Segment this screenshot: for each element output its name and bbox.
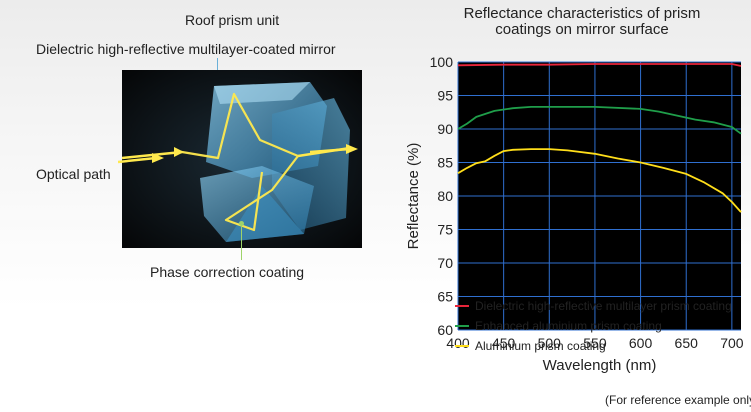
y-tick-label: 90 [437,121,453,137]
x-tick-label: 600 [629,335,653,351]
y-tick-label: 80 [437,188,453,204]
chart-title-line: Reflectance characteristics of prism [464,5,701,22]
x-tick-label: 400 [446,335,470,351]
chart-title-line: coatings on mirror surface [495,21,668,38]
phase-callout-line [241,224,242,260]
optical-path-label: Optical path [36,166,111,182]
y-tick-label: 65 [437,289,453,305]
prism-title: Roof prism unit [185,12,280,28]
series-line-2 [457,148,742,213]
chart-footnote: (For reference example only) [605,393,751,407]
prism-illustration [122,70,362,248]
y-tick-label: 95 [437,88,453,104]
y-axis-label: Reflectance (%) [405,143,422,250]
x-tick-label: 550 [583,335,607,351]
x-tick-label: 700 [720,335,744,351]
x-tick-label: 450 [492,335,516,351]
phase-label: Phase correction coating [150,264,305,280]
prism-panel: Roof prism unit Dielectric high-reflecti… [36,12,362,280]
series-line-0 [457,63,742,67]
y-tick-label: 100 [430,54,454,70]
y-tick-label: 70 [437,255,453,271]
x-tick-label: 650 [675,335,699,351]
series-line-1 [457,106,742,135]
y-tick-label: 85 [437,155,453,171]
legend-swatch-enhanced-aluminium [455,325,469,327]
legend-swatch-aluminium [455,345,469,347]
light-arrow-in [174,147,184,157]
y-tick-label: 75 [437,222,453,238]
phase-callout-dot [239,221,244,226]
legend-label-dielectric: Dielectric high-reflective multilayer pr… [475,299,732,313]
y-tick-label: 60 [437,322,453,338]
legend-swatch-dielectric [455,305,469,307]
arrow-out [310,144,358,154]
prism-upper-face [214,82,310,104]
reflectance-chart: Reflectance characteristics of prismcoat… [405,5,744,374]
arrow-in [118,153,164,164]
x-axis-label: Wavelength (nm) [543,357,657,374]
legend-label-enhanced-aluminium: Enhanced aluminium prism coating [475,319,662,333]
mirror-label: Dielectric high-reflective multilayer-co… [36,41,336,57]
x-tick-label: 500 [538,335,562,351]
legend-label-aluminium: Aluminium prism coating [475,339,606,353]
